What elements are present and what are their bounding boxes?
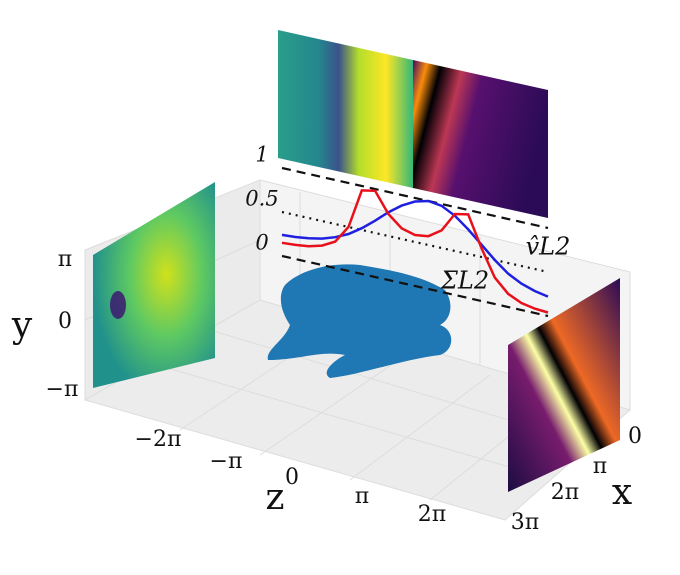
x-axis-label: x [612,472,632,513]
top-heatmap-left [278,30,413,188]
isosurface [267,264,452,378]
z-tick-label: 2π [418,502,446,527]
legend-label: ΣL2 [440,267,489,295]
grid-line [281,166,549,230]
z-tick-label: π [355,484,369,509]
y-tick-label: 0 [255,231,268,255]
inset-plot: 0 0.5 1 v̂L2 ΣL2 [245,143,571,318]
x-tick-label: π [593,454,607,479]
z-axis-label: z [266,477,285,518]
x-tick-label: 2π [551,480,579,505]
y-tick-label: π [58,247,72,272]
x-tick-label: 3π [511,510,539,535]
y-axis-label: y [11,305,33,346]
legend-label: v̂L2 [526,233,571,261]
z-tick-label: −2π [135,427,182,452]
z-tick-label: 0 [285,465,299,490]
y-tick-label: 0 [58,309,72,334]
grid-line [281,254,549,318]
line [281,189,549,314]
y-tick-label: 1 [255,143,268,167]
left-heatmap [93,182,215,388]
y-tick-label: −π [46,377,79,402]
left-heatmap-spot [110,291,126,319]
z-tick-label: −π [210,449,243,474]
right-heatmap [508,278,620,492]
y-tick-label: 0.5 [245,187,278,211]
top-heatmap-right [413,60,548,218]
x-tick-label: 0 [628,424,642,449]
line [281,199,549,298]
